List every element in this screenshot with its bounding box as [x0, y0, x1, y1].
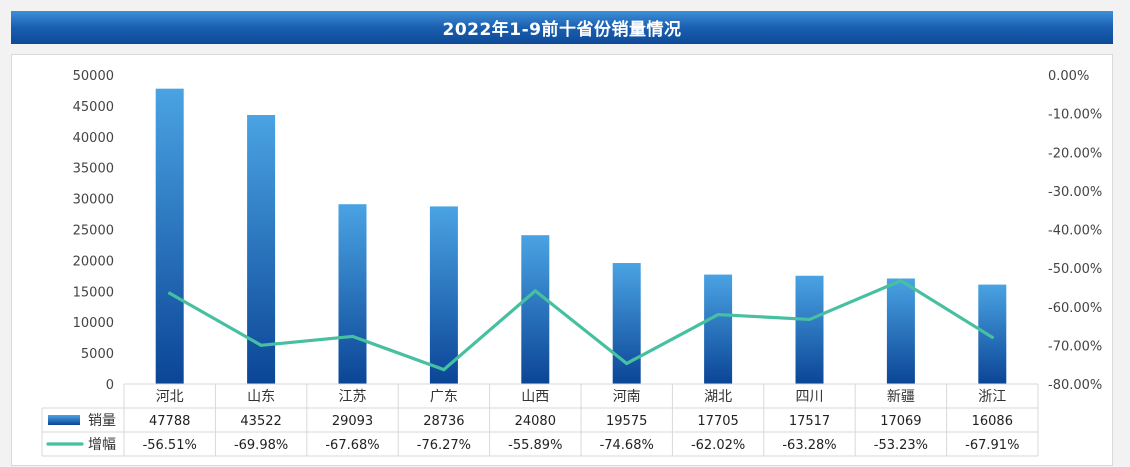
growth-value: -56.51%	[143, 438, 197, 453]
bar-河南	[612, 263, 641, 384]
left-tick-label: 50000	[73, 69, 114, 84]
left-tick-label: 10000	[73, 316, 114, 331]
growth-value: -74.68%	[600, 438, 654, 453]
growth-line	[168, 279, 994, 372]
left-tick-label: 35000	[73, 162, 114, 177]
growth-value: -67.68%	[325, 438, 379, 453]
line-point-河北	[168, 291, 172, 295]
right-tick-label: -10.00%	[1048, 108, 1102, 123]
bar-河北	[155, 88, 184, 384]
line-point-四川	[807, 317, 812, 322]
sales-value: 19575	[606, 414, 647, 429]
sales-value: 47788	[149, 414, 190, 429]
sales-value: 24080	[515, 414, 556, 429]
left-tick-label: 15000	[73, 285, 114, 300]
bar-湖北	[704, 274, 733, 384]
legend-bar-label: 销量	[88, 413, 116, 429]
right-tick-label: -50.00%	[1048, 262, 1102, 277]
category-label: 山东	[247, 389, 275, 405]
category-label: 江苏	[339, 389, 367, 405]
right-tick-label: 0.00%	[1048, 69, 1089, 84]
sales-value: 43522	[240, 414, 281, 429]
growth-value: -53.23%	[874, 438, 928, 453]
line-point-浙江	[990, 335, 994, 339]
right-tick-label: -60.00%	[1048, 301, 1102, 316]
left-axis: 0 5000 10000 15000 20000 25000 30000 35000 40000…	[73, 69, 114, 393]
right-tick-label: -80.00%	[1048, 378, 1102, 393]
legend-line-label: 增幅	[88, 437, 116, 453]
bar-series	[155, 88, 1007, 384]
line-point-湖北	[716, 312, 720, 317]
sales-value: 17705	[697, 414, 738, 429]
right-tick-label: -30.00%	[1048, 185, 1102, 200]
right-tick-label: -40.00%	[1048, 224, 1102, 239]
combo-chart: 0 5000 10000 15000 20000 25000 30000 35000 40000…	[41, 69, 1102, 457]
growth-value: -69.98%	[234, 438, 288, 453]
growth-value: -62.02%	[691, 438, 745, 453]
line-point-广东	[442, 367, 446, 372]
sales-value: 28736	[423, 414, 464, 429]
line-point-山东	[259, 343, 263, 347]
bar-广东	[429, 206, 458, 384]
growth-value: -55.89%	[508, 438, 562, 453]
category-label: 广东	[430, 389, 458, 405]
growth-value: -63.28%	[782, 438, 836, 453]
right-tick-label: -70.00%	[1048, 339, 1102, 354]
category-label: 山西	[521, 389, 549, 405]
line-point-江苏	[350, 334, 355, 339]
left-tick-label: 30000	[73, 193, 114, 208]
bar-浙江	[978, 284, 1007, 384]
left-tick-label: 40000	[73, 131, 114, 146]
category-label: 湖北	[704, 389, 732, 405]
sales-value: 17069	[880, 414, 921, 429]
chart-panel: 0 5000 10000 15000 20000 25000 30000 35000 40000…	[11, 54, 1113, 466]
sales-value: 29093	[332, 414, 373, 429]
chart-title: 2022年1-9前十省份销量情况	[11, 11, 1113, 44]
bar-四川	[795, 275, 824, 384]
left-tick-label: 20000	[73, 254, 114, 269]
category-label: 四川	[796, 389, 824, 405]
bar-江苏	[338, 204, 367, 384]
sales-value: 16086	[972, 414, 1013, 429]
bar-新疆	[886, 278, 915, 384]
right-axis: -80.00% -70.00% -60.00% -50.00% -40.00% -30.0…	[1048, 69, 1102, 393]
sales-value: 17517	[789, 414, 830, 429]
line-point-新疆	[899, 279, 903, 283]
left-tick-label: 25000	[73, 224, 114, 239]
line-series	[168, 279, 994, 372]
category-label: 河北	[156, 389, 184, 405]
left-tick-label: 0	[106, 378, 114, 393]
right-tick-label: -20.00%	[1048, 146, 1102, 161]
growth-value: -67.91%	[965, 438, 1019, 453]
category-label: 河南	[613, 389, 641, 405]
line-point-河南	[625, 361, 629, 366]
category-label: 新疆	[887, 389, 915, 405]
growth-value: -76.27%	[417, 438, 471, 453]
category-label: 浙江	[978, 389, 1006, 405]
left-tick-label: 5000	[81, 347, 114, 362]
bar-山西	[521, 235, 550, 384]
left-tick-label: 45000	[73, 100, 114, 115]
line-point-山西	[533, 289, 537, 293]
legend-bar-swatch	[48, 415, 80, 425]
